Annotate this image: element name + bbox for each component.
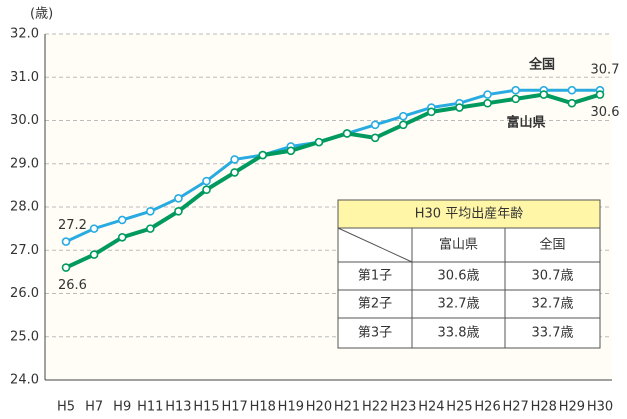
- x-tick-label: H7: [85, 400, 103, 415]
- x-tick-label: H5: [57, 400, 75, 415]
- x-tick-label: H18: [250, 400, 276, 415]
- point: [89, 224, 99, 233]
- x-tick-label: H15: [193, 400, 219, 415]
- data-label: 27.2: [58, 218, 87, 233]
- x-tick-label: H28: [531, 400, 557, 415]
- table-cell: 33.8歳: [438, 326, 480, 341]
- point: [230, 155, 239, 164]
- point: [146, 224, 155, 233]
- x-tick-label: H19: [278, 400, 304, 415]
- table-cell: 32.7歳: [438, 297, 480, 312]
- x-tick-label: H27: [503, 400, 529, 415]
- table-cell: 第2子: [358, 297, 392, 312]
- point: [230, 168, 239, 177]
- x-tick-label: H11: [137, 400, 163, 415]
- y-tick-label: 25.0: [10, 329, 39, 344]
- x-tick-label: H24: [418, 400, 444, 415]
- y-tick-label: 27.0: [10, 243, 39, 258]
- point: [511, 85, 520, 95]
- point: [398, 111, 408, 121]
- point: [61, 263, 71, 272]
- x-tick-label: H17: [221, 400, 247, 415]
- x-tick-label: H20: [306, 400, 332, 415]
- point: [286, 146, 296, 156]
- point: [370, 120, 380, 130]
- table-cell: 30.6歳: [438, 269, 480, 284]
- point: [595, 90, 605, 99]
- x-tick-label: H23: [390, 400, 416, 415]
- x-tick-label: H21: [334, 400, 360, 415]
- point: [174, 207, 183, 216]
- point: [539, 90, 549, 99]
- point: [427, 107, 436, 117]
- point: [117, 232, 127, 242]
- legend-label: 全国: [528, 57, 555, 73]
- point: [202, 176, 211, 186]
- point: [146, 207, 155, 216]
- x-tick-label: H13: [165, 400, 191, 415]
- point: [314, 137, 324, 147]
- legend-label: 富山県: [506, 115, 545, 131]
- point: [61, 237, 71, 246]
- point: [483, 90, 492, 99]
- point: [342, 129, 352, 138]
- y-tick-label: 26.0: [10, 286, 39, 301]
- x-tick-label: H9: [113, 400, 131, 415]
- table-header: 富山県: [439, 237, 478, 253]
- x-tick-label: H26: [474, 400, 500, 415]
- table-cell: 第1子: [358, 269, 392, 284]
- point: [202, 185, 211, 194]
- y-tick-label: 24.0: [10, 373, 39, 388]
- x-tick-label: H25: [446, 400, 472, 415]
- x-tick-label: H22: [362, 400, 388, 415]
- point: [370, 133, 380, 143]
- y-tick-label: 29.0: [10, 156, 39, 171]
- y-tick-label: 31.0: [10, 70, 39, 85]
- table-cell: 30.7歳: [532, 269, 574, 284]
- x-tick-label: H29: [559, 400, 585, 415]
- point: [174, 194, 183, 203]
- point: [398, 120, 408, 130]
- table-header: 全国: [539, 237, 565, 253]
- y-tick-label: 32.0: [10, 27, 39, 42]
- data-label: 26.6: [58, 278, 87, 293]
- series-line: [65, 92, 601, 270]
- data-label: 30.7: [591, 63, 620, 78]
- x-tick-label: H30: [587, 400, 613, 415]
- point: [258, 150, 268, 160]
- point: [511, 94, 520, 104]
- point: [455, 103, 464, 112]
- table-title-bg: [337, 199, 601, 229]
- y-tick-label: 28.0: [10, 200, 39, 215]
- point: [567, 98, 577, 108]
- table-cell: 32.7歳: [532, 297, 574, 312]
- point: [117, 215, 127, 225]
- table-cell: 第3子: [358, 326, 392, 341]
- y-axis-label: (歳): [30, 7, 53, 22]
- table-cell: 33.7歳: [532, 326, 574, 341]
- point: [89, 250, 99, 259]
- table-diagonal: [337, 227, 413, 263]
- point: [483, 98, 492, 108]
- y-tick-label: 30.0: [10, 113, 39, 128]
- point: [567, 85, 577, 95]
- data-label: 30.6: [591, 105, 620, 120]
- table-title: H30 平均出産年齢: [415, 206, 523, 222]
